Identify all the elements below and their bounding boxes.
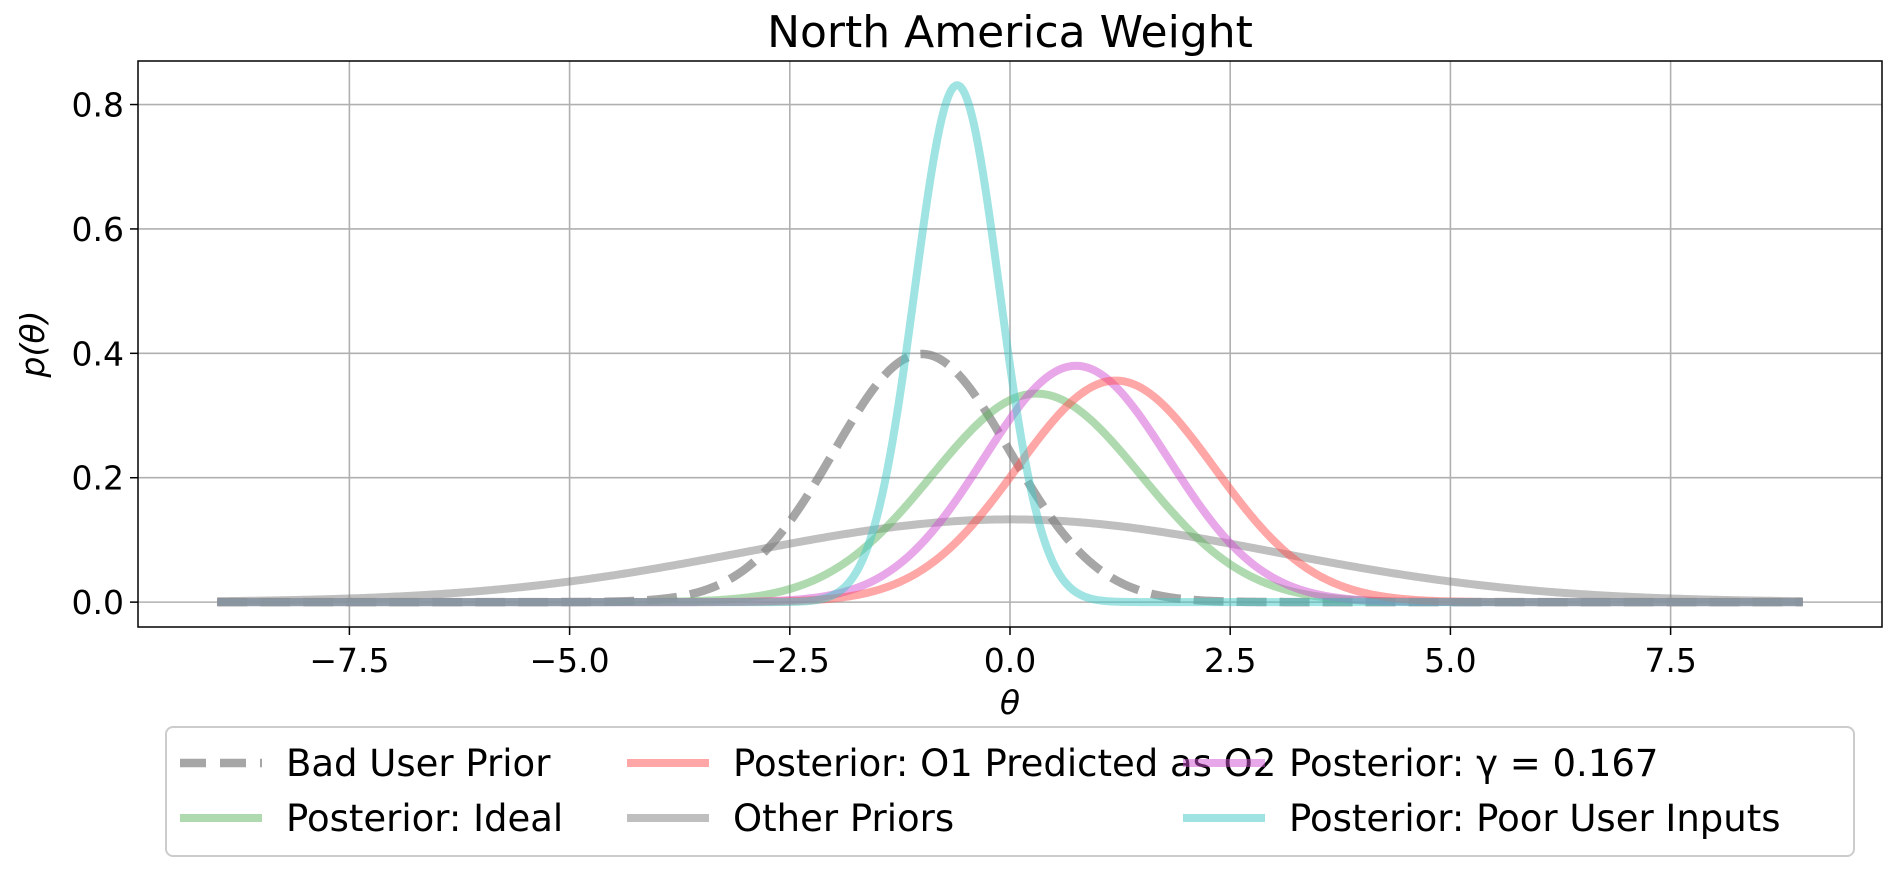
x-tick-label: 0.0 — [984, 641, 1036, 680]
x-tick-label: −7.5 — [309, 641, 389, 680]
chart-title: North America Weight — [767, 7, 1253, 58]
y-axis-label: p(θ) — [13, 311, 52, 379]
y-tick-label: 0.4 — [72, 334, 124, 373]
x-tick-label: 5.0 — [1424, 641, 1476, 680]
y-axis-ticks: 0.0 0.2 0.4 0.6 0.8 — [72, 86, 138, 622]
series-line-5 — [215, 81, 1805, 607]
series-line-1 — [215, 515, 1805, 606]
legend-label: Posterior: γ = 0.167 — [1289, 742, 1658, 785]
x-tick-label: −2.5 — [750, 641, 830, 680]
legend-label: Other Priors — [733, 797, 954, 840]
legend-label: Bad User Prior — [286, 742, 551, 785]
x-tick-label: 2.5 — [1204, 641, 1256, 680]
y-tick-label: 0.8 — [72, 86, 124, 125]
x-axis-ticks: −7.5 −5.0 −2.5 0.0 2.5 5.0 7.5 — [309, 627, 1697, 680]
y-tick-label: 0.2 — [72, 459, 124, 498]
legend: Bad User Prior Posterior: Ideal Posterior:… — [165, 726, 1855, 857]
x-tick-label: 7.5 — [1644, 641, 1696, 680]
legend-label: Posterior: Poor User Inputs — [1289, 797, 1781, 840]
y-tick-label: 0.0 — [72, 583, 124, 622]
x-axis-label: θ — [1000, 683, 1020, 722]
legend-label: Posterior: Ideal — [286, 797, 563, 840]
legend-box — [165, 726, 1855, 857]
x-tick-label: −5.0 — [530, 641, 610, 680]
y-tick-label: 0.6 — [72, 210, 124, 249]
series-layer — [215, 81, 1805, 607]
